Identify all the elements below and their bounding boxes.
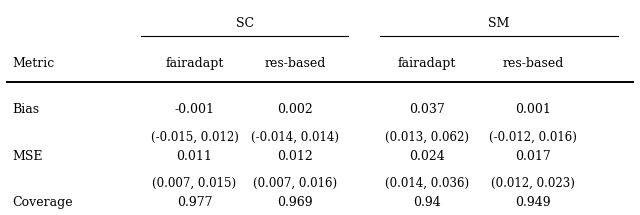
Text: 0.94: 0.94	[413, 196, 440, 209]
Text: Metric: Metric	[13, 57, 55, 70]
Text: 0.012: 0.012	[277, 150, 313, 163]
Text: (0.014, 0.036): (0.014, 0.036)	[385, 177, 468, 190]
Text: 0.977: 0.977	[177, 196, 212, 209]
Text: (-0.014, 0.014): (-0.014, 0.014)	[251, 131, 339, 144]
Text: 0.011: 0.011	[177, 150, 212, 163]
Text: (0.007, 0.015): (0.007, 0.015)	[152, 177, 237, 190]
Text: fairadapt: fairadapt	[165, 57, 224, 70]
Text: SC: SC	[236, 17, 254, 30]
Text: res-based: res-based	[264, 57, 326, 70]
Text: (0.013, 0.062): (0.013, 0.062)	[385, 131, 468, 144]
Text: 0.037: 0.037	[409, 103, 445, 116]
Text: -0.001: -0.001	[175, 103, 214, 116]
Text: 0.002: 0.002	[277, 103, 313, 116]
Text: SM: SM	[488, 17, 509, 30]
Text: res-based: res-based	[502, 57, 564, 70]
Text: 0.949: 0.949	[515, 196, 551, 209]
Text: 0.001: 0.001	[515, 103, 551, 116]
Text: MSE: MSE	[13, 150, 43, 163]
Text: 0.024: 0.024	[409, 150, 445, 163]
Text: (0.007, 0.016): (0.007, 0.016)	[253, 177, 337, 190]
Text: fairadapt: fairadapt	[397, 57, 456, 70]
Text: (-0.012, 0.016): (-0.012, 0.016)	[490, 131, 577, 144]
Text: 0.017: 0.017	[515, 150, 551, 163]
Text: (-0.015, 0.012): (-0.015, 0.012)	[150, 131, 239, 144]
Text: 0.969: 0.969	[277, 196, 313, 209]
Text: Coverage: Coverage	[13, 196, 74, 209]
Text: (0.012, 0.023): (0.012, 0.023)	[492, 177, 575, 190]
Text: Bias: Bias	[13, 103, 40, 116]
